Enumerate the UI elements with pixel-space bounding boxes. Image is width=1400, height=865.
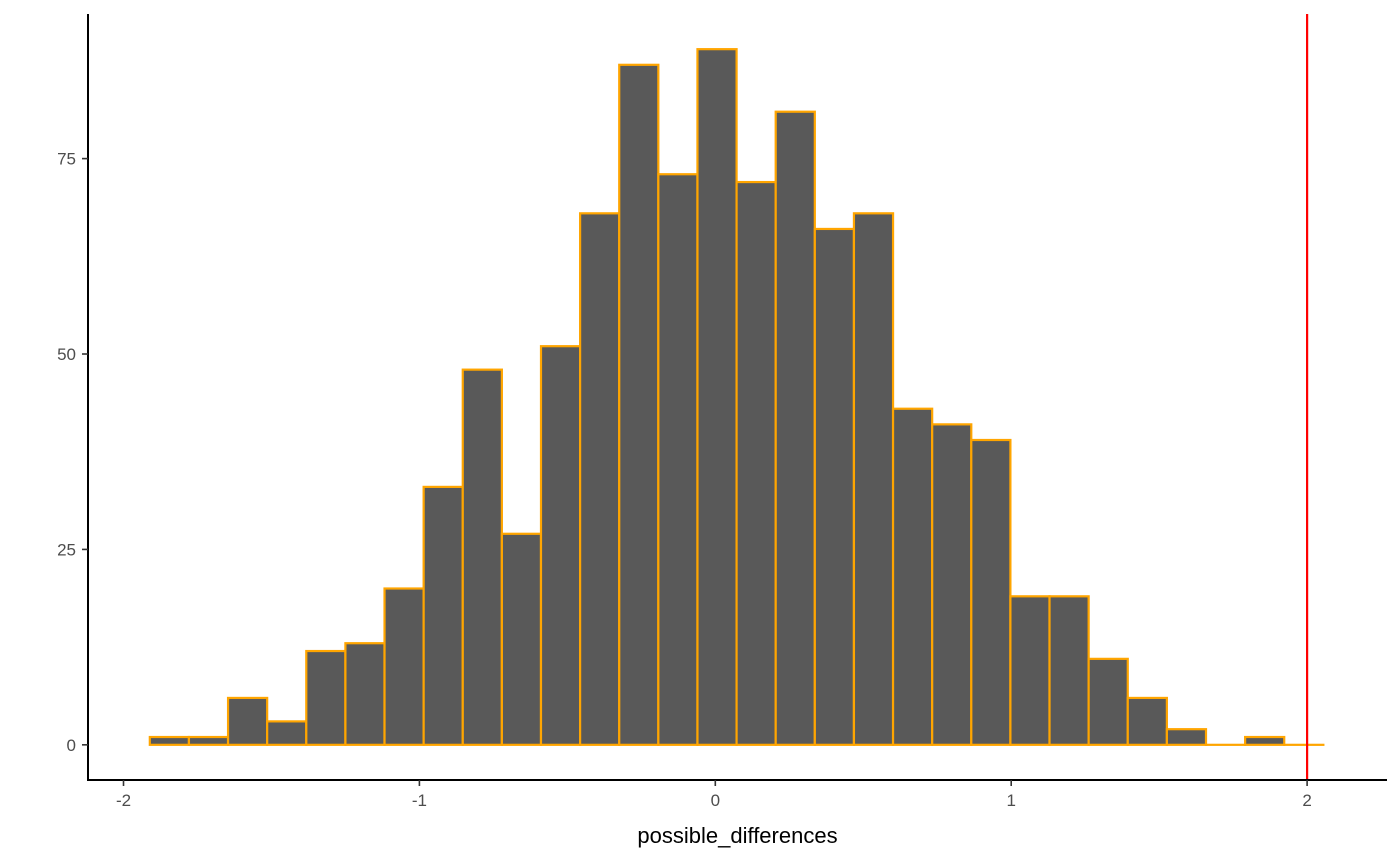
histogram-bar bbox=[891, 407, 934, 746]
histogram-bar bbox=[813, 227, 856, 746]
histogram-bar bbox=[305, 649, 347, 746]
x-tick-label: -2 bbox=[116, 791, 131, 810]
histogram-bar bbox=[1087, 657, 1129, 746]
y-tick-label: 75 bbox=[57, 150, 76, 169]
histogram-bar bbox=[226, 696, 269, 746]
histogram-bar bbox=[1126, 696, 1168, 746]
histogram-bar bbox=[266, 720, 308, 746]
x-axis-title: possible_differences bbox=[637, 823, 837, 848]
axes bbox=[87, 14, 1387, 781]
histogram-bars bbox=[148, 48, 1325, 746]
histogram-bar bbox=[344, 642, 386, 746]
histogram-bar bbox=[657, 173, 699, 746]
x-tick-label: 0 bbox=[711, 791, 720, 810]
histogram-bar bbox=[970, 438, 1012, 746]
x-tick-label: 1 bbox=[1006, 791, 1015, 810]
histogram-bar bbox=[422, 485, 464, 746]
histogram-bar bbox=[852, 212, 895, 746]
x-tick-label: 2 bbox=[1302, 791, 1311, 810]
histogram-bar bbox=[696, 48, 738, 746]
histogram-bar bbox=[931, 423, 973, 746]
histogram-bar bbox=[735, 180, 777, 746]
histogram-bar bbox=[774, 110, 816, 746]
y-tick-label: 25 bbox=[57, 540, 76, 559]
histogram-bar bbox=[187, 735, 230, 746]
histogram-bar bbox=[1165, 728, 1208, 746]
y-axis-ticks: 0 25 50 75 bbox=[57, 150, 88, 755]
y-tick-label: 50 bbox=[57, 345, 76, 364]
histogram-bar bbox=[539, 345, 582, 746]
histogram-bar bbox=[1048, 595, 1090, 746]
x-axis-ticks: -2 -1 0 1 2 bbox=[116, 780, 1312, 810]
y-tick-label: 0 bbox=[67, 736, 76, 755]
histogram-bar bbox=[500, 532, 543, 746]
histogram-bar bbox=[1244, 735, 1286, 746]
x-tick-label: -1 bbox=[412, 791, 427, 810]
histogram-bar bbox=[148, 735, 191, 746]
histogram-bar bbox=[1009, 595, 1051, 746]
histogram-bar bbox=[618, 63, 660, 746]
histogram-bar bbox=[579, 212, 621, 746]
histogram-bar bbox=[383, 587, 425, 746]
histogram-bar bbox=[461, 368, 503, 746]
